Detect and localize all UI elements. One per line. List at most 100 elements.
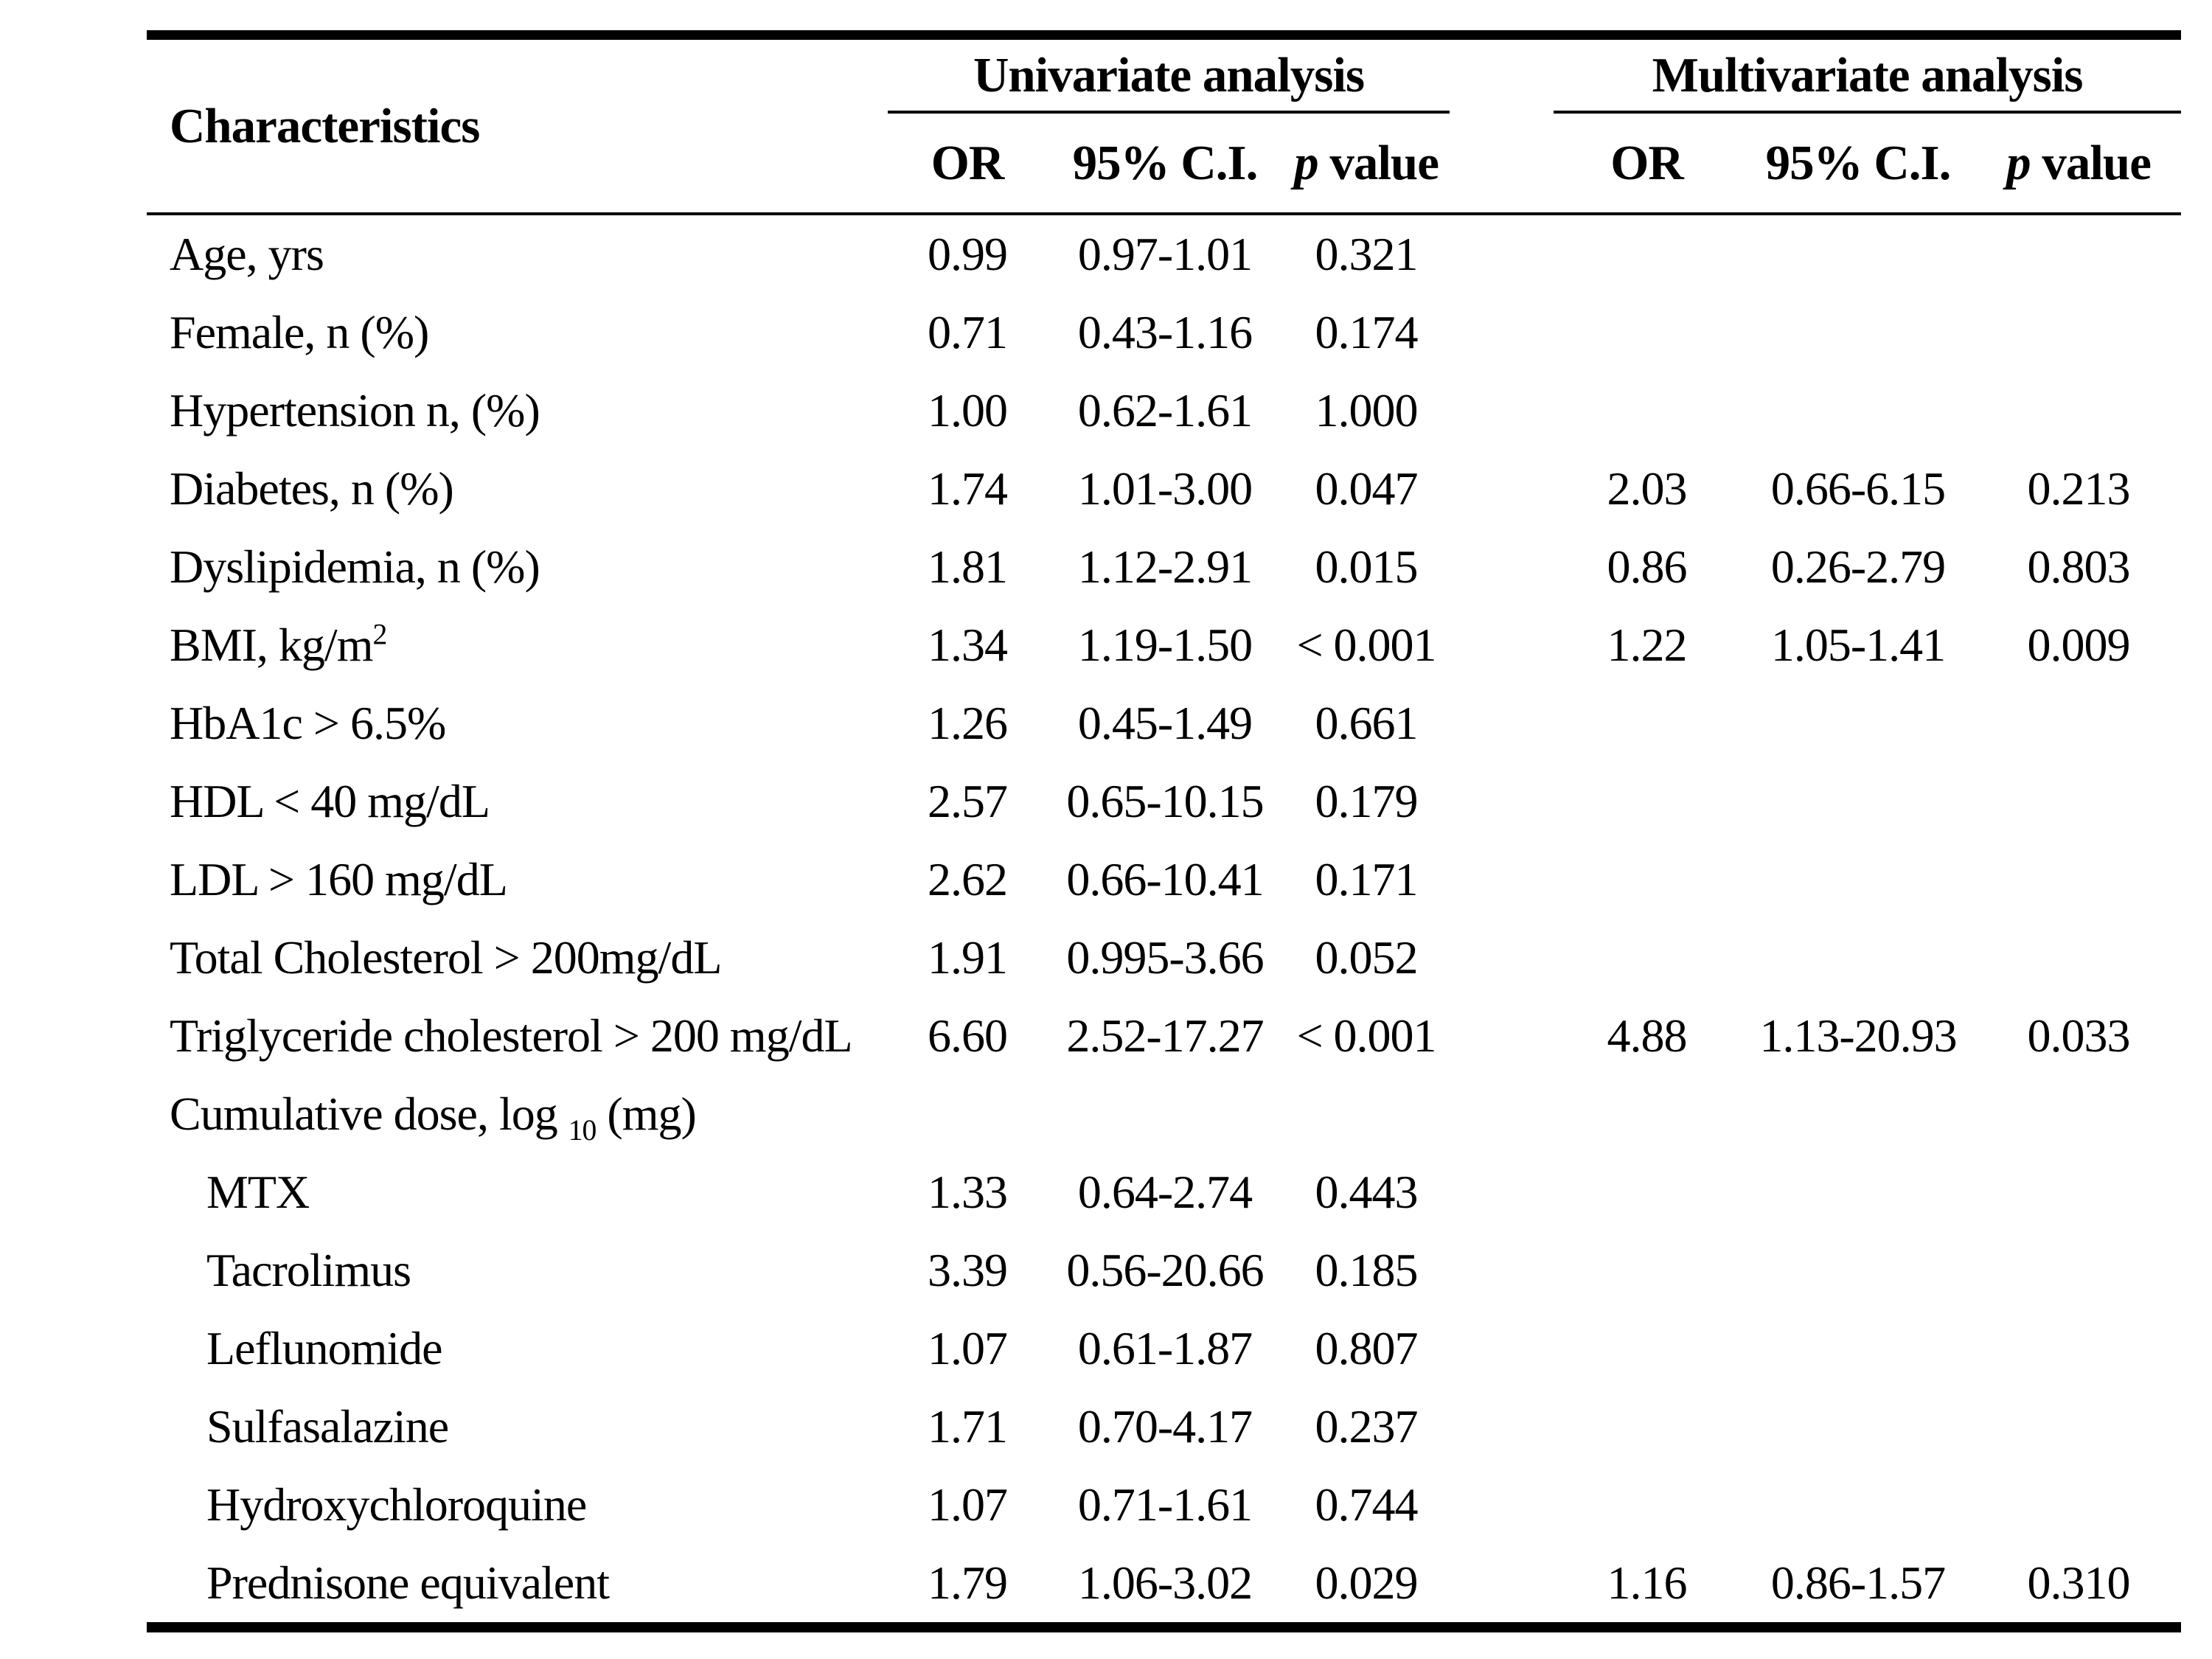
univariate-or-value: 2.57 (928, 775, 1008, 827)
column-spacer (1450, 1153, 1554, 1231)
table-row: Prednisone equivalent 1.79 1.06-3.02 0.0… (147, 1544, 2181, 1627)
column-spacer (1450, 1231, 1554, 1310)
label-text: Dyslipidemia, n (%) (170, 540, 540, 593)
univariate-or-value: 1.79 (928, 1557, 1008, 1609)
multivariate-or-value (1554, 1310, 1740, 1388)
univariate-pvalue: 0.052 (1315, 931, 1419, 984)
uni-or-header: OR (888, 112, 1047, 215)
univariate-ci-value: 0.61-1.87 (1077, 1322, 1253, 1374)
p-rest: value (2030, 135, 2152, 190)
label-text: Leflunomide (206, 1322, 443, 1374)
multivariate-pvalue (1976, 684, 2181, 762)
multivariate-or-value (1554, 293, 1740, 372)
table-row: Hypertension n, (%) 1.00 0.62-1.61 1.000 (147, 372, 2181, 450)
group-spacer (1450, 35, 1554, 215)
multivariate-pvalue: 0.033 (2027, 1009, 2131, 1062)
table-body: Age, yrs 0.99 0.97-1.01 0.321 Female, n … (147, 214, 2181, 1627)
label-text: HDL < 40 mg/dL (170, 775, 490, 827)
multivariate-or-value (1554, 1075, 1740, 1153)
multivariate-pvalue (1976, 1310, 2181, 1388)
label-text: Hypertension n, (%) (170, 384, 540, 437)
multivariate-ci-value (1740, 762, 1976, 841)
multivariate-or-value: 0.86 (1607, 540, 1688, 593)
multivariate-ci-value (1740, 1466, 1976, 1544)
univariate-pvalue: 0.171 (1315, 853, 1419, 905)
multi-or-header: OR (1554, 112, 1740, 215)
multivariate-pvalue: 0.213 (2027, 462, 2131, 515)
multivariate-pvalue: 0.803 (2027, 540, 2131, 593)
multivariate-or-value (1554, 919, 1740, 997)
univariate-ci-value: 1.12-2.91 (1077, 540, 1253, 593)
univariate-ci-value: 0.64-2.74 (1077, 1166, 1253, 1218)
characteristic-label: Diabetes, n (%) (147, 450, 888, 528)
univariate-pvalue: 0.185 (1315, 1244, 1419, 1296)
univariate-pvalue: 0.174 (1315, 306, 1419, 358)
univariate-ci-value: 0.97-1.01 (1077, 228, 1253, 280)
univariate-or-value (888, 1075, 1047, 1153)
column-spacer (1450, 528, 1554, 606)
multivariate-ci-value (1740, 841, 1976, 919)
multivariate-pvalue (1976, 1153, 2181, 1231)
label-text: BMI, kg/m (170, 619, 373, 671)
analysis-table: Characteristics Univariate analysis Mult… (147, 30, 2182, 1632)
label-text: Age, yrs (170, 228, 324, 280)
univariate-ci-value: 0.65-10.15 (1066, 775, 1264, 827)
characteristic-label: Female, n (%) (147, 293, 888, 372)
univariate-group-header: Univariate analysis (888, 35, 1450, 114)
table-row: Sulfasalazine 1.71 0.70-4.17 0.237 (147, 1388, 2181, 1466)
univariate-or-value: 0.99 (928, 228, 1008, 280)
multivariate-or-value (1554, 372, 1740, 450)
univariate-pvalue: 0.744 (1315, 1478, 1419, 1531)
univariate-ci-value: 0.995-3.66 (1066, 931, 1264, 984)
univariate-ci-value: 0.71-1.61 (1077, 1478, 1253, 1531)
table-row: Cumulative dose, log 10 (mg) (147, 1075, 2181, 1153)
multivariate-ci-value (1740, 1310, 1976, 1388)
univariate-pvalue: 0.015 (1315, 540, 1419, 593)
characteristic-label: LDL > 160 mg/dL (147, 841, 888, 919)
univariate-pvalue: 0.321 (1315, 228, 1419, 280)
multivariate-ci-value (1740, 1153, 1976, 1231)
univariate-pvalue: 0.237 (1315, 1400, 1419, 1453)
label-subscript: 10 (568, 1113, 597, 1147)
table-row: HDL < 40 mg/dL 2.57 0.65-10.15 0.179 (147, 762, 2181, 841)
p-rest: value (1318, 135, 1439, 190)
multivariate-pvalue (1976, 1466, 2181, 1544)
univariate-pvalue: 0.443 (1315, 1166, 1419, 1218)
characteristic-label: BMI, kg/m2 (147, 606, 888, 684)
multivariate-ci-value (1740, 1388, 1976, 1466)
multivariate-pvalue: 0.310 (2027, 1557, 2131, 1609)
multivariate-ci-value (1740, 1231, 1976, 1310)
group-header-row: Characteristics Univariate analysis Mult… (147, 35, 2182, 215)
multivariate-ci-value (1740, 214, 1976, 293)
multivariate-pvalue (1976, 372, 2181, 450)
multivariate-ci-value: 1.05-1.41 (1770, 619, 1946, 671)
univariate-or-value: 1.07 (928, 1478, 1008, 1531)
univariate-or-value: 1.00 (928, 384, 1008, 437)
multivariate-or-value (1554, 1388, 1740, 1466)
multivariate-or-value: 1.22 (1607, 619, 1688, 671)
multivariate-or-value: 1.16 (1607, 1557, 1688, 1609)
univariate-pvalue (1283, 1075, 1450, 1153)
univariate-pvalue: 0.661 (1315, 697, 1419, 749)
uni-pvalue-header: p value (1283, 112, 1450, 215)
table-row: Total Cholesterol > 200mg/dL 1.91 0.995-… (147, 919, 2181, 997)
label-text-tail: (mg) (596, 1088, 696, 1140)
univariate-pvalue: 0.047 (1315, 462, 1419, 515)
multivariate-pvalue (1976, 841, 2181, 919)
sub-header-row: OR 95% C.I. p value OR 95% C.I. p value (147, 112, 2182, 215)
univariate-ci-value: 0.56-20.66 (1066, 1244, 1264, 1296)
column-spacer (1450, 841, 1554, 919)
label-text: HbA1c > 6.5% (170, 697, 446, 749)
multivariate-or-value (1554, 1153, 1740, 1231)
label-text: Female, n (%) (170, 306, 429, 358)
multivariate-pvalue (1976, 1075, 2181, 1153)
table-row: Diabetes, n (%) 1.74 1.01-3.00 0.047 2.0… (147, 450, 2181, 528)
multivariate-ci-value (1740, 293, 1976, 372)
column-spacer (1450, 450, 1554, 528)
univariate-pvalue: < 0.001 (1296, 619, 1436, 671)
column-spacer (1450, 762, 1554, 841)
univariate-ci-value: 0.70-4.17 (1077, 1400, 1253, 1453)
multivariate-or-value: 2.03 (1607, 462, 1688, 515)
column-spacer (1450, 606, 1554, 684)
column-spacer (1450, 919, 1554, 997)
